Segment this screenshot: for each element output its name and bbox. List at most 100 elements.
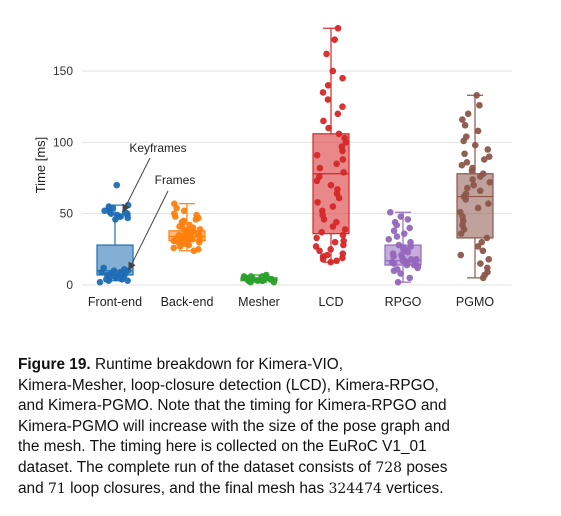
y-tick-label-50: 50 — [60, 207, 74, 221]
front-end-point-32 — [121, 208, 129, 216]
pgmo-point-28 — [479, 170, 487, 178]
pgmo-point-24 — [470, 181, 477, 189]
lcd-point-1 — [333, 257, 340, 265]
lcd-point-42 — [334, 110, 342, 118]
rpgo-point-31 — [390, 227, 398, 235]
pgmo-point-35 — [461, 150, 468, 158]
back-end-point-44 — [171, 210, 178, 217]
caption-line-6: dataset. The complete run of the dataset… — [18, 458, 376, 476]
rpgo-point-20 — [389, 250, 397, 257]
front-end-point-37 — [105, 203, 113, 210]
pgmo-point-37 — [471, 141, 479, 149]
back-end-point-45 — [180, 207, 188, 215]
lcd-point-27 — [327, 181, 335, 189]
lcd-point-26 — [334, 186, 341, 193]
num-vertices: 324474 — [328, 480, 382, 497]
pgmo-point-31 — [458, 161, 466, 169]
lcd-point-5 — [323, 251, 331, 259]
back-end-point-47 — [171, 200, 178, 207]
pgmo-point-41 — [461, 121, 469, 129]
rpgo-point-35 — [404, 216, 412, 223]
lcd-point-47 — [339, 74, 346, 82]
lcd-point-16 — [341, 226, 349, 233]
front-end-point-22 — [100, 264, 107, 272]
back-end-point-43 — [193, 211, 200, 219]
rpgo-point-36 — [397, 213, 405, 220]
pgmo-point-9 — [478, 238, 486, 246]
front-end-point-19 — [110, 267, 118, 275]
num-loop-closures: 71 — [47, 480, 66, 497]
back-end-point-32 — [196, 226, 204, 233]
lcd-point-30 — [340, 169, 347, 176]
caption-line-2: Kimera-Mesher, loop-closure detection (L… — [18, 376, 439, 394]
lcd-point-14 — [339, 231, 347, 239]
lcd-point-11 — [331, 238, 339, 246]
pgmo-point-42 — [459, 116, 466, 123]
mesher-point-17 — [240, 273, 248, 280]
y-tick-label-150: 150 — [53, 64, 73, 78]
lcd-point-23 — [314, 198, 321, 206]
lcd-point-34 — [313, 151, 321, 159]
y-tick-label-0: 0 — [66, 278, 73, 292]
rpgo-point-32 — [406, 224, 413, 232]
pgmo-point-3 — [484, 264, 491, 272]
pgmo-point-4 — [477, 260, 484, 267]
num-poses: 728 — [375, 459, 403, 476]
annotation-keyframes: Keyframes — [129, 141, 186, 155]
lcd-point-48 — [329, 67, 337, 75]
rpgo-point-4 — [394, 266, 401, 273]
lcd-point-41 — [320, 117, 327, 125]
pgmo-point-17 — [474, 204, 482, 212]
lcd-point-38 — [341, 134, 348, 142]
back-end-point-2 — [170, 244, 178, 252]
caption-line-7-mid: loop closures, and the final mesh has — [65, 479, 329, 497]
x-tick-label-back-end: Back-end — [161, 295, 214, 309]
annotations: Keyframes Frames — [122, 141, 196, 271]
lcd-point-22 — [329, 203, 337, 210]
front-end-point-21 — [120, 266, 128, 273]
lcd-point-29 — [316, 173, 323, 180]
rpgo-point-34 — [391, 218, 399, 226]
pgmo-point-25 — [486, 178, 494, 186]
lcd-point-31 — [316, 164, 324, 172]
pgmo-point-23 — [463, 184, 471, 192]
pgmo-point-45 — [473, 91, 480, 99]
figure-caption: Figure 19. Runtime breakdown for Kimera-… — [18, 355, 546, 499]
lcd-point-45 — [319, 89, 327, 96]
pgmo-point-10 — [483, 234, 491, 242]
front-end-point-39 — [113, 181, 121, 189]
lcd-point-6 — [339, 250, 347, 257]
pgmo-point-22 — [476, 187, 484, 195]
pgmo-point-34 — [485, 153, 493, 160]
rpgo-point-12 — [388, 258, 396, 266]
pgmo-point-43 — [464, 110, 472, 118]
lcd-point-50 — [331, 36, 338, 43]
y-axis-label: Time [ms] — [33, 137, 48, 194]
back-end-point-36 — [186, 221, 193, 229]
caption-line-7-end: vertices. — [381, 479, 444, 497]
pgmo-point-40 — [474, 127, 482, 135]
lcd-point-33 — [339, 156, 347, 163]
runtime-box-plot: 0 50 100 150 Front-end Back-end Mesher LCD RPGO… — [33, 24, 512, 309]
y-tick-labels: 0 50 100 150 — [53, 64, 73, 292]
lcd-point-39 — [335, 130, 343, 138]
lcd-point-44 — [324, 96, 332, 103]
pgmo-point-39 — [463, 133, 470, 140]
annotation-arrow-frames — [128, 190, 169, 271]
pgmo-point-8 — [474, 243, 482, 250]
pgmo-point-30 — [469, 164, 476, 172]
x-tick-label-pgmo: PGMO — [456, 295, 494, 309]
points-layer — [96, 24, 494, 286]
pgmo-point-21 — [462, 190, 470, 198]
x-tick-label-front-end: Front-end — [88, 295, 142, 309]
rpgo-point-27 — [407, 238, 414, 246]
lcd-point-49 — [323, 50, 330, 58]
front-end-point-0 — [96, 278, 104, 286]
pgmo-point-7 — [479, 247, 487, 255]
front-end-point-1 — [124, 277, 131, 285]
rpgo-point-16 — [413, 256, 420, 263]
pgmo-point-6 — [457, 251, 465, 259]
lcd-point-51 — [334, 24, 342, 32]
annotation-frames: Frames — [155, 173, 196, 187]
lcd-point-40 — [325, 124, 332, 132]
